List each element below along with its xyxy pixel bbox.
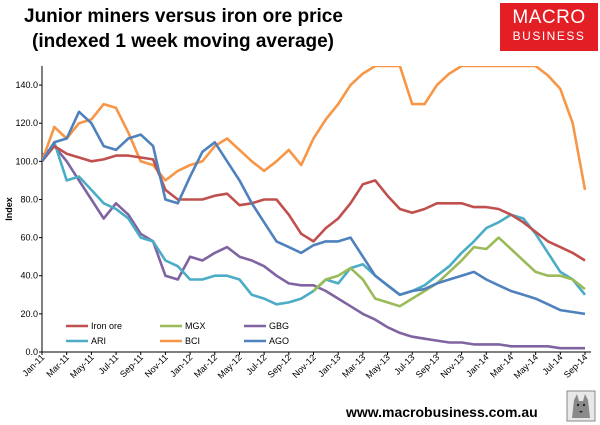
x-tick-label: Nov-13 xyxy=(438,352,466,380)
x-tick-label: Mar-13 xyxy=(340,352,367,379)
x-tick-label: Jan-12 xyxy=(168,352,195,379)
x-tick-label: May-14 xyxy=(512,352,540,380)
chart-title-line1: Junior miners versus iron ore price xyxy=(24,6,343,27)
series-line-iron-ore xyxy=(42,144,586,262)
x-tick-label: Sep-13 xyxy=(414,352,442,380)
x-tick-label: Sep-11 xyxy=(118,352,145,379)
website-url: www.macrobusiness.com.au xyxy=(346,404,538,420)
x-tick-label: Nov-11 xyxy=(143,352,170,379)
legend-label-ago: AGO xyxy=(269,336,289,346)
x-tick-label: Sep-14 xyxy=(562,352,590,380)
y-tick-label: 100.0 xyxy=(15,156,38,166)
x-tick-label: Mar-14 xyxy=(488,352,515,379)
y-tick-label: 60.0 xyxy=(20,233,38,243)
x-tick-label: May-13 xyxy=(364,352,392,380)
legend-label-gbg: GBG xyxy=(269,321,289,331)
y-tick-label: 80.0 xyxy=(20,194,38,204)
legend-label-iron-ore: Iron ore xyxy=(91,321,122,331)
legend-label-mgx: MGX xyxy=(185,321,206,331)
chart-title: Junior miners versus iron ore price (ind… xyxy=(24,4,424,54)
chart-title-line2: (indexed 1 week moving average) xyxy=(32,31,335,52)
x-tick-label: May-11 xyxy=(68,352,96,380)
x-tick-label: Jan-13 xyxy=(316,352,343,379)
chart-legend: Iron ore MGX GBG ARI BCI AGO xyxy=(66,321,289,346)
series-line-bci xyxy=(42,66,587,191)
logo-text-macro: MACRO xyxy=(512,7,586,28)
wolf-mascot-icon xyxy=(566,390,596,422)
series-line-gbg xyxy=(42,144,585,350)
y-axis-title: Index xyxy=(4,197,14,221)
series-line-ari xyxy=(42,141,587,306)
series-line-ago xyxy=(42,110,586,316)
x-tick-label: Sep-12 xyxy=(266,352,294,380)
y-tick-label: 20.0 xyxy=(20,309,38,319)
logo-text-business: BUSINESS xyxy=(512,29,586,43)
x-tick-label: Nov-12 xyxy=(290,352,318,380)
x-tick-label: Mar-11 xyxy=(44,352,71,379)
x-tick-label: May-12 xyxy=(216,352,244,380)
y-tick-label: 0.0 xyxy=(25,347,38,357)
x-tick-label: Mar-12 xyxy=(192,352,219,379)
macrobusiness-logo: MACRO BUSINESS xyxy=(500,3,598,51)
y-tick-label: 40.0 xyxy=(20,271,38,281)
series-line-mgx xyxy=(312,236,586,308)
y-tick-label: 140.0 xyxy=(15,80,38,90)
x-tick-label: Jan-14 xyxy=(464,352,491,379)
chart-axes: 0.0 20.0 40.0 60.0 80.0 100.0 120.0 140.0 Index J… xyxy=(4,66,591,381)
legend-label-bci: BCI xyxy=(185,336,200,346)
y-tick-label: 120.0 xyxy=(15,118,38,128)
chart-series xyxy=(42,66,587,350)
x-tick-label: Jul-11 xyxy=(97,352,121,376)
legend-label-ari: ARI xyxy=(91,336,106,346)
